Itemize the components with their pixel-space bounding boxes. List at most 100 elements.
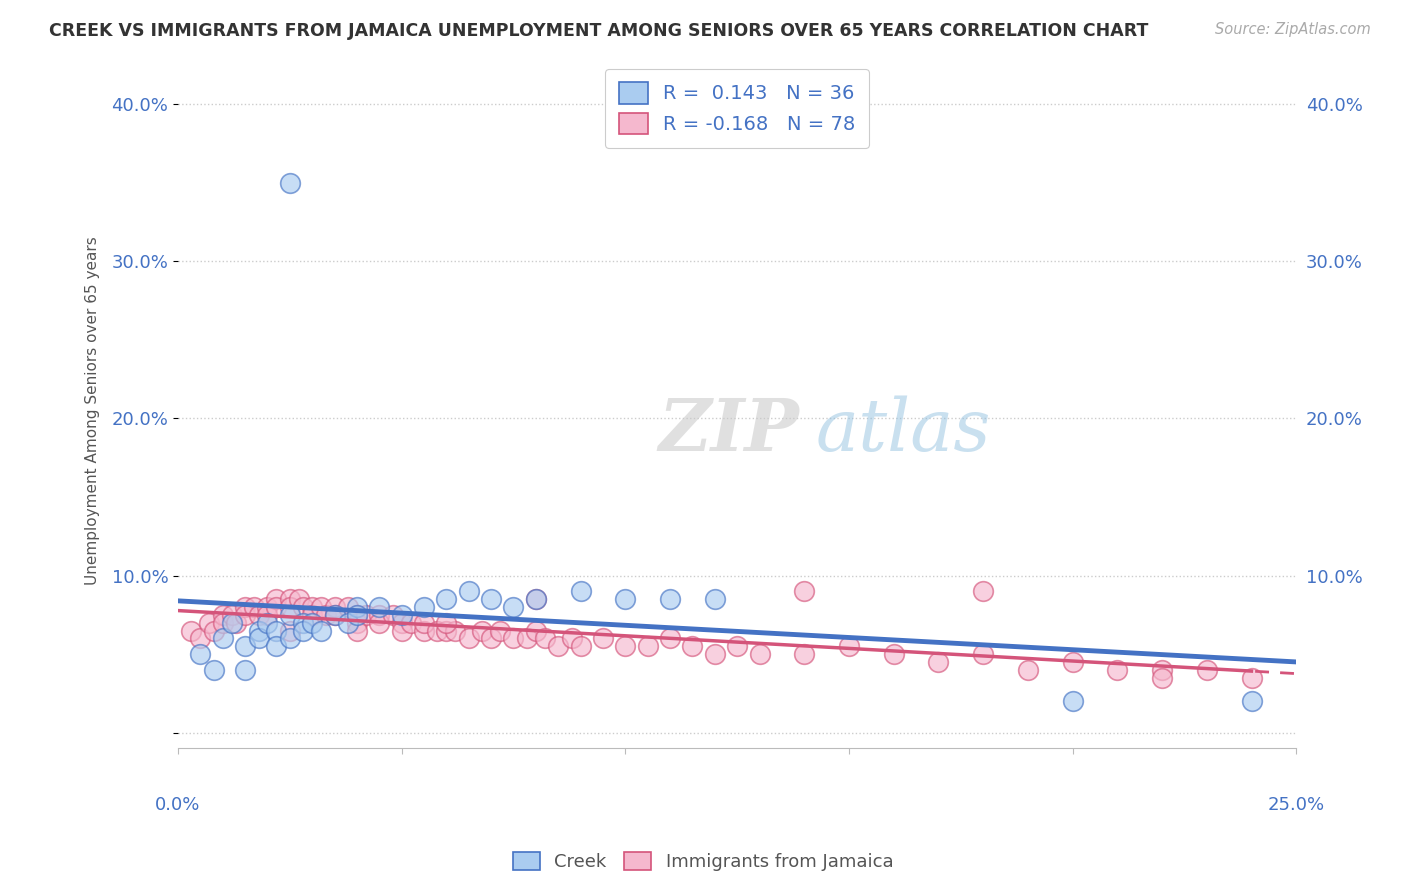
Point	[516, 632, 538, 646]
Point	[637, 640, 659, 654]
Point	[337, 599, 360, 614]
Point	[413, 624, 436, 638]
Point	[457, 632, 479, 646]
Text: 25.0%: 25.0%	[1268, 796, 1324, 814]
Point	[561, 632, 583, 646]
Point	[323, 607, 346, 622]
Point	[190, 647, 212, 661]
Text: atlas: atlas	[815, 395, 991, 466]
Text: CREEK VS IMMIGRANTS FROM JAMAICA UNEMPLOYMENT AMONG SENIORS OVER 65 YEARS CORREL: CREEK VS IMMIGRANTS FROM JAMAICA UNEMPLO…	[49, 22, 1149, 40]
Point	[256, 615, 278, 630]
Point	[368, 599, 391, 614]
Point	[221, 607, 243, 622]
Point	[233, 640, 256, 654]
Point	[309, 599, 332, 614]
Point	[479, 592, 502, 607]
Point	[1195, 663, 1218, 677]
Point	[1152, 671, 1174, 685]
Point	[278, 624, 301, 638]
Point	[1062, 694, 1084, 708]
Point	[413, 599, 436, 614]
Point	[301, 607, 323, 622]
Point	[247, 607, 270, 622]
Point	[292, 615, 315, 630]
Point	[793, 584, 815, 599]
Point	[278, 592, 301, 607]
Point	[243, 599, 266, 614]
Legend: Creek, Immigrants from Jamaica: Creek, Immigrants from Jamaica	[505, 845, 901, 879]
Y-axis label: Unemployment Among Seniors over 65 years: Unemployment Among Seniors over 65 years	[86, 236, 100, 585]
Point	[434, 624, 457, 638]
Point	[266, 640, 288, 654]
Point	[202, 624, 225, 638]
Point	[659, 592, 682, 607]
Point	[278, 632, 301, 646]
Point	[703, 592, 725, 607]
Point	[471, 624, 494, 638]
Point	[211, 607, 233, 622]
Point	[292, 599, 315, 614]
Point	[434, 615, 457, 630]
Point	[1240, 671, 1263, 685]
Point	[489, 624, 512, 638]
Point	[278, 599, 301, 614]
Point	[256, 599, 278, 614]
Point	[502, 599, 524, 614]
Point	[399, 615, 422, 630]
Point	[278, 176, 301, 190]
Point	[266, 599, 288, 614]
Point	[524, 592, 547, 607]
Point	[972, 647, 994, 661]
Point	[725, 640, 748, 654]
Point	[524, 624, 547, 638]
Point	[1152, 663, 1174, 677]
Point	[793, 647, 815, 661]
Point	[346, 607, 368, 622]
Point	[1107, 663, 1129, 677]
Point	[524, 592, 547, 607]
Point	[190, 632, 212, 646]
Point	[266, 624, 288, 638]
Point	[180, 624, 202, 638]
Legend: R =  0.143   N = 36, R = -0.168   N = 78: R = 0.143 N = 36, R = -0.168 N = 78	[605, 69, 869, 148]
Point	[681, 640, 703, 654]
Point	[337, 615, 360, 630]
Point	[457, 584, 479, 599]
Text: 0.0%: 0.0%	[155, 796, 201, 814]
Point	[592, 632, 614, 646]
Point	[233, 599, 256, 614]
Point	[233, 607, 256, 622]
Point	[323, 599, 346, 614]
Point	[883, 647, 905, 661]
Point	[547, 640, 569, 654]
Point	[502, 632, 524, 646]
Point	[309, 624, 332, 638]
Point	[659, 632, 682, 646]
Point	[569, 584, 592, 599]
Point	[569, 640, 592, 654]
Point	[434, 592, 457, 607]
Point	[354, 607, 377, 622]
Point	[256, 607, 278, 622]
Point	[233, 663, 256, 677]
Point	[1017, 663, 1039, 677]
Point	[346, 615, 368, 630]
Point	[479, 632, 502, 646]
Point	[413, 615, 436, 630]
Point	[426, 624, 449, 638]
Point	[301, 599, 323, 614]
Point	[346, 599, 368, 614]
Point	[391, 615, 413, 630]
Point	[198, 615, 221, 630]
Point	[247, 632, 270, 646]
Point	[703, 647, 725, 661]
Point	[346, 624, 368, 638]
Point	[221, 615, 243, 630]
Point	[391, 624, 413, 638]
Point	[927, 655, 949, 669]
Point	[301, 615, 323, 630]
Point	[614, 640, 637, 654]
Point	[278, 607, 301, 622]
Point	[381, 607, 404, 622]
Point	[292, 624, 315, 638]
